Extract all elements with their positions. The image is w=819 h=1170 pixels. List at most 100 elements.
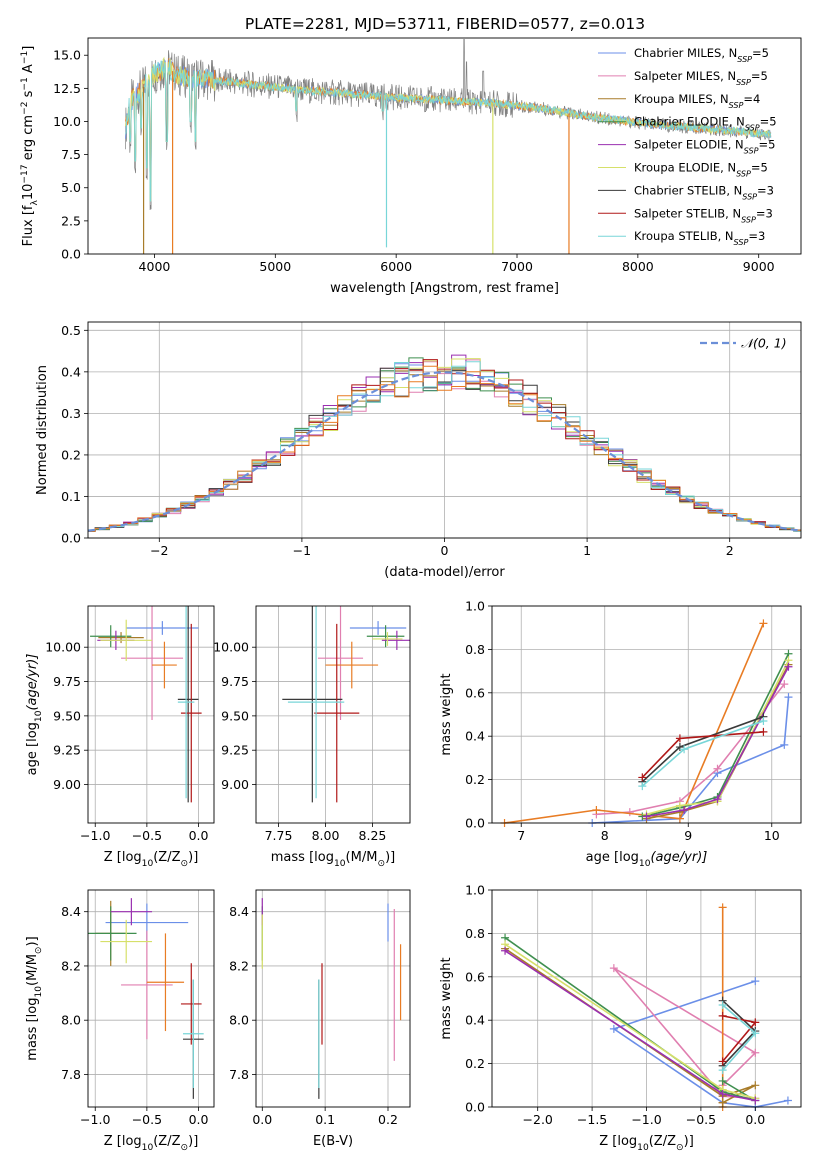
data-point	[146, 933, 185, 1032]
label-part: 10	[334, 859, 346, 869]
y-tick-label: 9.50	[221, 708, 249, 723]
y-tick-label: 8.0	[61, 1013, 81, 1028]
y-tick-label: 0.3	[61, 406, 81, 421]
legend-subscript: SSP	[745, 123, 760, 132]
y-tick-label: 12.5	[53, 81, 81, 96]
x-tick-label: 0.0	[189, 828, 209, 843]
legend-tail: =5	[760, 115, 777, 129]
age-vs-mass-panel: 7.75 8.00 8.25 9.00 9.25 9.50 9.75 10.00 mass [l…	[213, 605, 411, 869]
legend-tail: =5	[751, 161, 768, 175]
x-tick-label: −2	[150, 543, 168, 558]
label-part: s	[21, 90, 36, 101]
label-part: 10	[142, 1143, 154, 1153]
legend-subscript: SSP	[736, 77, 751, 86]
weight-marker	[718, 1076, 727, 1085]
y-tick-label: 9.75	[221, 674, 249, 689]
label-part: )]	[188, 1134, 198, 1149]
label-part: (Z/Z	[153, 850, 180, 865]
y-tick-label: 2.5	[61, 213, 81, 228]
y-tick-label: 8.0	[229, 1013, 249, 1028]
x-tick-label: 7.75	[265, 828, 293, 843]
label-part: 10	[639, 859, 651, 869]
label-part: ⊙	[676, 1143, 684, 1153]
y-tick-label: 0.6	[465, 969, 485, 984]
y-tick-label: 0.5	[61, 323, 81, 338]
x-axis-label: Z [log10(Z/Z⊙)]	[599, 1134, 694, 1153]
legend-label: Salpeter ELODIE, N	[634, 138, 744, 152]
x-axis-label: wavelength [Angstrom, rest frame]	[330, 281, 559, 296]
x-tick-label: −0.5	[686, 1112, 716, 1127]
label-part: Z [log	[599, 1134, 637, 1149]
label-part: age [log	[586, 850, 639, 865]
error-bars	[282, 606, 410, 803]
legend-subscript: SSP	[742, 192, 757, 201]
data-point	[180, 623, 202, 803]
data-point	[98, 632, 144, 644]
data-point	[88, 906, 137, 961]
y-tick-label: 10.00	[45, 640, 81, 655]
x-tick-label: 8.00	[312, 828, 340, 843]
legend-entry: Kroupa STELIB, NSSP=3	[634, 229, 765, 247]
weight-series-line	[504, 937, 756, 1102]
legend-subscript: SSP	[744, 146, 759, 155]
legend-label: Salpeter MILES, N	[634, 69, 736, 83]
legend-label: Chabrier ELODIE, N	[634, 115, 745, 129]
x-axis-label: Z [log10(Z/Z⊙)]	[104, 1134, 199, 1153]
y-tick-label: 8.4	[229, 904, 249, 919]
y-axis-label: mass weight	[439, 673, 454, 755]
y-tick-label: 5.0	[61, 180, 81, 195]
weight-marker	[751, 1081, 760, 1090]
legend-label: Kroupa ELODIE, N	[634, 161, 736, 175]
y-tick-label: 0.4	[61, 364, 81, 379]
label-part: 10	[34, 986, 44, 998]
weight-marker	[642, 812, 651, 821]
x-tick-label: −0.5	[132, 828, 162, 843]
x-tick-label: 7000	[501, 259, 533, 274]
label-part: 10	[637, 1143, 649, 1153]
label-part: Flux [f	[21, 205, 36, 246]
legend-tail: =5	[758, 138, 775, 152]
label-part: )]	[188, 850, 198, 865]
legend-entry: Salpeter STELIB, NSSP=3	[634, 206, 773, 224]
weight-marker	[718, 903, 727, 912]
weight-marker	[718, 1011, 727, 1020]
label-part: )]	[385, 850, 395, 865]
x-tick-label: −1.0	[80, 1112, 110, 1127]
legend-entry: Salpeter MILES, NSSP=5	[634, 69, 768, 87]
data-point	[325, 641, 379, 689]
weight-marker	[675, 734, 684, 743]
x-tick-label: 0.2	[378, 1112, 398, 1127]
data-point	[121, 930, 173, 1040]
x-tick-label: 0.1	[315, 1112, 335, 1127]
weight-marker	[751, 1096, 760, 1105]
data-point	[372, 632, 403, 646]
legend-entry: Chabrier ELODIE, NSSP=5	[634, 115, 777, 133]
weight-marker	[780, 740, 789, 749]
weight-marker	[713, 795, 722, 804]
x-axis-label: (data-model)/error	[384, 565, 505, 580]
label-part: (age/yr)]	[25, 654, 40, 711]
legend-subscript: SSP	[737, 55, 752, 64]
y-tick-label: 0.2	[61, 447, 81, 462]
legend-subscript: SSP	[741, 215, 756, 224]
x-tick-label: 0	[441, 543, 449, 558]
weight-marker	[680, 805, 689, 814]
y-tick-label: 0.0	[61, 531, 81, 546]
y-tick-label: 7.8	[229, 1067, 249, 1082]
data-point	[366, 625, 405, 648]
x-tick-label: 1	[583, 543, 591, 558]
weight-marker	[718, 1057, 727, 1066]
y-tick-label: 0.8	[465, 926, 485, 941]
weight-marker	[609, 964, 618, 973]
label-part: ⊙	[377, 859, 385, 869]
y-tick-label: 7.5	[61, 147, 81, 162]
data-point	[183, 979, 204, 1089]
axes-frame	[87, 889, 215, 1108]
model-spectrum-line	[125, 59, 772, 202]
label-part: mass [log	[271, 850, 334, 865]
histogram-step	[88, 361, 801, 532]
y-tick-label: 0.8	[465, 642, 485, 657]
y-axis-label: mass [log10(M/M⊙)]	[25, 936, 44, 1060]
data-point	[282, 606, 343, 803]
